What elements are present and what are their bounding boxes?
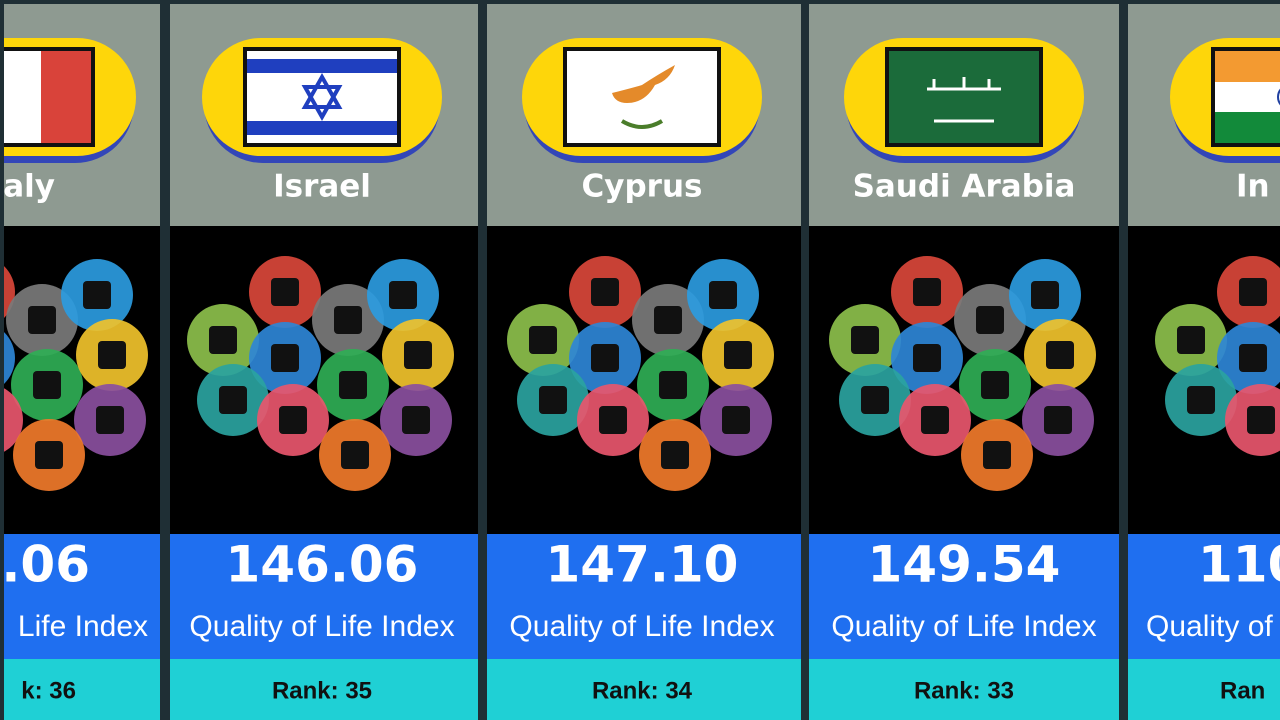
- country-name: aly: [3, 169, 55, 205]
- icon-glyph: [921, 406, 949, 434]
- score-value: 149.54: [868, 536, 1061, 594]
- icon-glyph: [219, 386, 247, 414]
- country-card: In 110 Quality of Ran: [1128, 4, 1280, 720]
- card-rank: [809, 659, 1119, 720]
- metric-label: Quality of Life Index: [831, 610, 1096, 643]
- icon-glyph: [659, 371, 687, 399]
- score-value: 147.10: [546, 536, 739, 594]
- flag: [1215, 112, 1280, 143]
- icon-glyph: [981, 371, 1009, 399]
- icon-glyph: [654, 306, 682, 334]
- icon-glyph: [591, 278, 619, 306]
- card-rank: [1128, 659, 1280, 720]
- card-score: [487, 534, 801, 659]
- country-card: Cyprus 147.10 Quality of Life Index Rank: 3…: [487, 4, 801, 720]
- icon-glyph: [339, 371, 367, 399]
- icon-glyph: [334, 306, 362, 334]
- metric-label: Life Index: [18, 610, 148, 643]
- card-score: [1128, 534, 1280, 659]
- icon-glyph: [1247, 406, 1275, 434]
- country-card: aly .06 Life Index k: 36: [0, 4, 160, 720]
- icon-glyph: [209, 326, 237, 354]
- flag: [247, 59, 397, 73]
- icon-glyph: [1187, 386, 1215, 414]
- icon-glyph: [1046, 341, 1074, 369]
- metric-label: Quality of: [1146, 610, 1273, 643]
- icon-glyph: [28, 306, 56, 334]
- rank-label: Rank: 34: [592, 677, 693, 704]
- country-name: Saudi Arabia: [853, 169, 1076, 205]
- icon-glyph: [341, 441, 369, 469]
- country-card: Israel 146.06 Quality of Life Index Rank: 3…: [170, 4, 478, 720]
- metric-label: Quality of Life Index: [509, 610, 774, 643]
- icon-glyph: [271, 278, 299, 306]
- icon-glyph: [271, 344, 299, 372]
- flag: [247, 121, 397, 135]
- icon-glyph: [1177, 326, 1205, 354]
- icon-glyph: [539, 386, 567, 414]
- card-rank: [170, 659, 478, 720]
- icon-glyph: [1031, 281, 1059, 309]
- icon-glyph: [1239, 278, 1267, 306]
- country-name: In: [1236, 169, 1270, 205]
- icon-glyph: [1239, 344, 1267, 372]
- country-name: Cyprus: [582, 169, 703, 205]
- country-card: Saudi Arabia 149.54 Quality of Life Index R…: [809, 4, 1119, 720]
- flag-star: [301, 85, 343, 122]
- icon-glyph: [96, 406, 124, 434]
- icon-glyph: [913, 344, 941, 372]
- icon-glyph: [279, 406, 307, 434]
- quality-icon: [4, 332, 15, 384]
- metric-label: Quality of Life Index: [189, 610, 454, 643]
- card-rank: [4, 659, 160, 720]
- icon-glyph: [709, 281, 737, 309]
- rank-label: Rank: 33: [914, 677, 1014, 704]
- icon-glyph: [983, 441, 1011, 469]
- flag: [1215, 51, 1280, 82]
- score-value: 110: [1198, 536, 1280, 594]
- quality-icon: [4, 388, 23, 452]
- icon-glyph: [83, 281, 111, 309]
- icon-glyph: [402, 406, 430, 434]
- flag-star: [301, 72, 343, 109]
- rank-label: k: 36: [21, 677, 76, 704]
- flag-branch: [620, 119, 664, 129]
- icon-glyph: [861, 386, 889, 414]
- card-score: [170, 534, 478, 659]
- icon-glyph: [722, 406, 750, 434]
- icon-glyph: [599, 406, 627, 434]
- country-name: Israel: [273, 169, 371, 205]
- icon-glyph: [35, 441, 63, 469]
- card-rank: [487, 659, 801, 720]
- flag: [889, 51, 1039, 143]
- flag-wheel: [1277, 88, 1280, 106]
- icon-glyph: [0, 406, 1, 434]
- flag: [41, 51, 91, 143]
- icon-glyph: [661, 441, 689, 469]
- icon-glyph: [529, 326, 557, 354]
- score-value: .06: [1, 536, 90, 594]
- icon-glyph: [389, 281, 417, 309]
- icon-glyph: [851, 326, 879, 354]
- flag-script: [927, 77, 1001, 91]
- card-score: [4, 534, 160, 659]
- icon-glyph: [404, 341, 432, 369]
- score-value: 146.06: [226, 536, 419, 594]
- rank-label: Rank: 35: [272, 677, 372, 704]
- icon-glyph: [976, 306, 1004, 334]
- icon-glyph: [591, 344, 619, 372]
- icon-glyph: [33, 371, 61, 399]
- icon-glyph: [913, 278, 941, 306]
- rank-label: Ran: [1220, 677, 1265, 704]
- icon-glyph: [1044, 406, 1072, 434]
- flag-island: [612, 65, 675, 103]
- icon-glyph: [724, 341, 752, 369]
- icon-glyph: [98, 341, 126, 369]
- card-score: [809, 534, 1119, 659]
